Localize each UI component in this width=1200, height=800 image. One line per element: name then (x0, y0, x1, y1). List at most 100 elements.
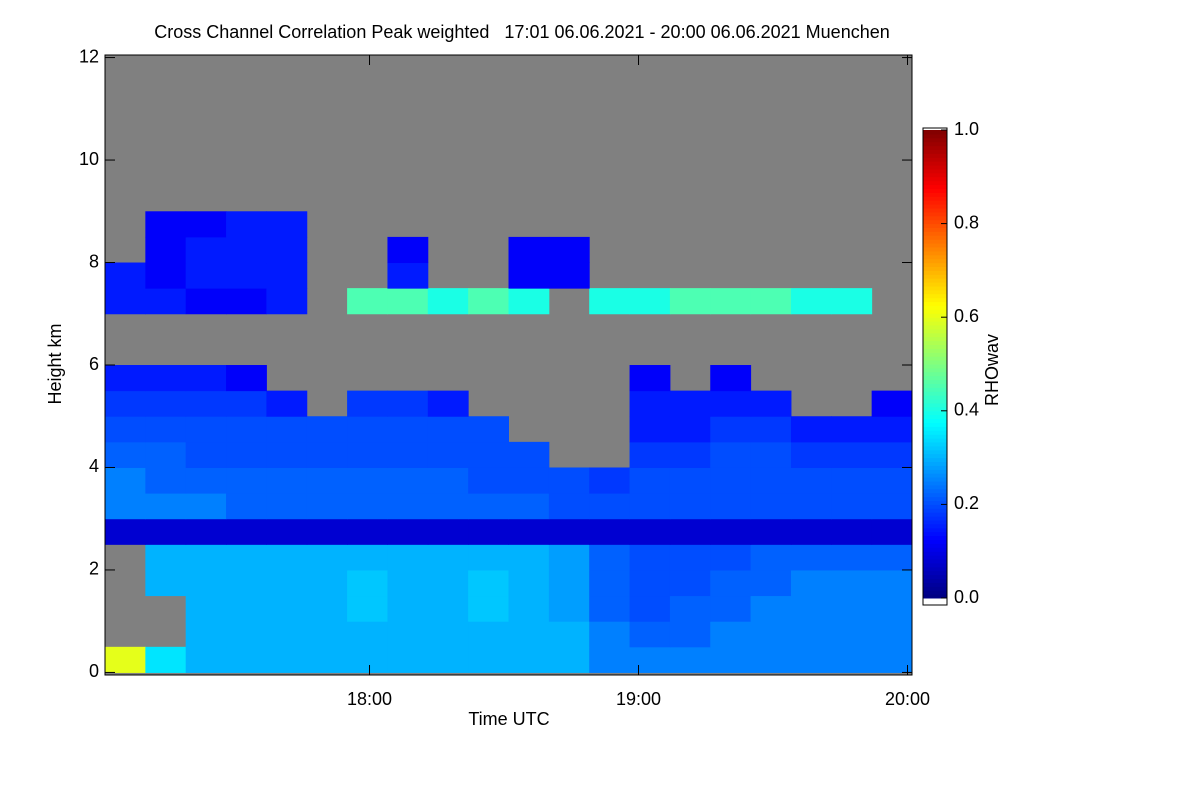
colorbar-swatch (923, 481, 947, 486)
heatmap-cell (468, 544, 509, 571)
heatmap-cell (427, 518, 469, 545)
colorbar-swatch (923, 352, 947, 357)
heatmap-cell (871, 441, 913, 468)
heatmap-cell (226, 441, 267, 468)
colorbar-swatch (923, 543, 947, 548)
colorbar-swatch (923, 379, 947, 384)
colorbar-swatch (923, 410, 947, 416)
heatmap-cell (589, 288, 631, 315)
colorbar-swatch (923, 169, 947, 174)
heatmap-cell (629, 390, 671, 417)
colorbar-swatch (923, 559, 947, 564)
heatmap-cell (387, 621, 429, 648)
heatmap-cell (589, 467, 631, 494)
heatmap-cell (871, 416, 913, 443)
heatmap-cell (589, 518, 631, 545)
heatmap-cell (710, 416, 752, 443)
colorbar-swatch (923, 516, 947, 521)
heatmap-cell (468, 569, 509, 597)
heatmap-cell (185, 493, 227, 520)
heatmap-cell (750, 390, 792, 417)
heatmap-cell (266, 595, 308, 622)
colorbar-swatch (923, 403, 947, 408)
heatmap-cell (266, 467, 308, 494)
colorbar-swatch (923, 200, 947, 205)
heatmap-cell (468, 441, 509, 468)
colorbar-swatch (923, 336, 947, 342)
heatmap-cell (387, 544, 429, 571)
heatmap-cell (831, 288, 873, 315)
heatmap-cell (669, 518, 711, 545)
colorbar-swatch (923, 465, 947, 470)
heatmap-cell (266, 544, 308, 571)
heatmap-cell (347, 518, 388, 545)
heatmap-cell (710, 365, 752, 392)
heatmap-cell (387, 236, 429, 264)
heatmap-cell (750, 544, 792, 571)
heatmap-cell (226, 236, 267, 264)
x-tick-label: 19:00 (616, 689, 661, 709)
heatmap-cell (790, 467, 832, 494)
colorbar-swatch (923, 395, 947, 400)
colorbar-swatch (923, 328, 947, 334)
heatmap-cell (306, 518, 348, 545)
colorbar-tick-label: 0.2 (954, 493, 979, 513)
heatmap-cell (105, 646, 146, 673)
heatmap-cell (831, 569, 873, 597)
colorbar-swatch (923, 527, 947, 533)
heatmap-cell (427, 441, 469, 468)
colorbar-swatch (923, 399, 947, 404)
heatmap-cell (185, 467, 227, 494)
heatmap-cell (306, 544, 348, 571)
heatmap-cell (871, 467, 913, 494)
colorbar-swatch (923, 235, 947, 240)
heatmap-cell (427, 493, 469, 520)
colorbar-swatch (923, 215, 947, 221)
colorbar-swatch (923, 371, 947, 377)
colorbar-swatch (923, 531, 947, 537)
heatmap-cell (266, 288, 308, 315)
heatmap-cell (185, 211, 227, 238)
y-tick-label: 2 (89, 559, 99, 579)
heatmap-cell (629, 288, 671, 315)
heatmap-cell (750, 646, 792, 673)
heatmap-cell (185, 390, 227, 417)
heatmap-cell (387, 390, 429, 417)
heatmap-cell (226, 646, 267, 673)
heatmap-cell (831, 544, 873, 571)
heatmap-cell (226, 595, 267, 622)
heatmap-cell (710, 621, 752, 648)
heatmap-cell (387, 595, 429, 622)
heatmap-cell (669, 595, 711, 622)
colorbar-swatch (923, 578, 947, 583)
heatmap-cell (589, 646, 631, 673)
heatmap-cell (710, 518, 752, 545)
heatmap-cell (185, 365, 227, 392)
colorbar-swatch (923, 266, 947, 271)
colorbar-swatch (923, 453, 947, 459)
heatmap-cell (710, 288, 752, 315)
heatmap-cell (306, 416, 348, 443)
heatmap-cell (831, 416, 873, 443)
heatmap-cell (347, 569, 388, 597)
heatmap-cell (548, 262, 590, 289)
colorbar-swatch (923, 317, 947, 322)
heatmap-cell (306, 646, 348, 673)
y-axis-label: Height km (45, 323, 65, 404)
heatmap-cell (629, 467, 671, 494)
colorbar-swatch (923, 473, 947, 478)
heatmap-cell (710, 646, 752, 673)
colorbar-swatch (923, 555, 947, 560)
heatmap-cell (266, 621, 308, 648)
heatmap-cell (629, 544, 671, 571)
heatmap-cell (589, 621, 631, 648)
colorbar-swatch (923, 570, 947, 576)
heatmap-cell (306, 441, 348, 468)
heatmap-cell (548, 493, 590, 520)
heatmap-cell (710, 569, 752, 597)
colorbar-swatch (923, 133, 947, 139)
heatmap-cell (226, 569, 267, 597)
heatmap-cell (629, 621, 671, 648)
colorbar-swatch (923, 574, 947, 579)
